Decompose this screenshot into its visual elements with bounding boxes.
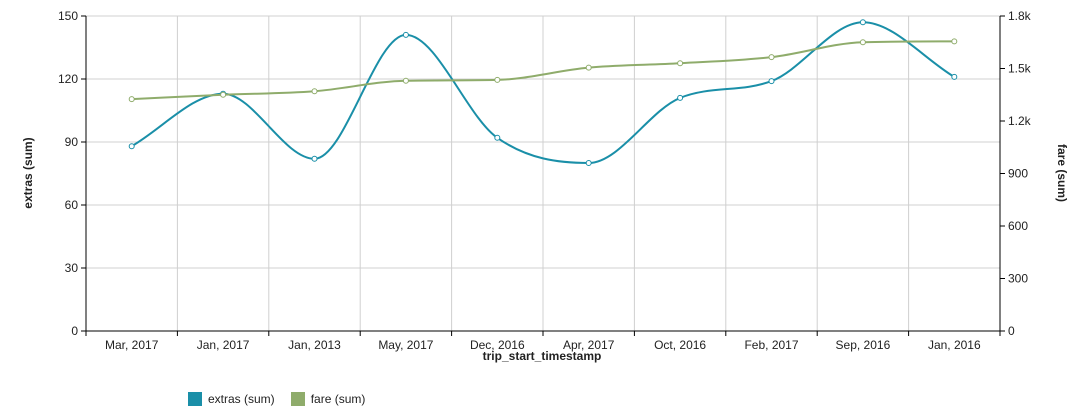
legend-swatch-fare	[290, 392, 305, 406]
y-right-tick-label: 300	[1008, 272, 1028, 286]
y-right-axis-title: fare (sum)	[1055, 144, 1069, 202]
x-tick-label: Jan, 2017	[197, 338, 250, 352]
legend: extras (sum) fare (sum)	[188, 392, 365, 406]
data-point-extras	[128, 143, 135, 150]
x-tick-label: Jan, 2013	[288, 338, 341, 352]
y-right-tick-label: 1.8k	[1008, 9, 1032, 23]
x-tick-label: Dec, 2016	[470, 338, 525, 352]
data-point-fare	[311, 88, 318, 95]
data-point-extras	[768, 78, 775, 85]
x-tick-label: Oct, 2016	[654, 338, 706, 352]
data-point-fare	[128, 96, 135, 103]
data-point-fare	[768, 54, 775, 61]
data-point-fare	[951, 38, 958, 45]
data-point-fare	[402, 77, 409, 84]
data-point-fare	[859, 39, 866, 46]
x-tick-label: Apr, 2017	[563, 338, 615, 352]
y-right-tick-label: 1.2k	[1008, 114, 1032, 128]
legend-swatch-extras	[188, 392, 202, 406]
data-point-extras	[311, 155, 318, 162]
series-layer	[128, 19, 958, 166]
y-left-tick-label: 120	[58, 72, 78, 86]
x-tick-label: Feb, 2017	[744, 338, 798, 352]
y-left-tick-label: 0	[71, 324, 78, 338]
x-axis-title: trip_start_timestamp	[483, 349, 602, 363]
y-left-tick-label: 90	[65, 135, 79, 149]
data-point-fare	[677, 60, 684, 67]
series-line-extras	[131, 21, 955, 165]
y-right-tick-label: 900	[1008, 167, 1028, 181]
grid	[86, 15, 1000, 331]
x-tick-label: May, 2017	[378, 338, 433, 352]
x-tick-label: Mar, 2017	[105, 338, 159, 352]
y-right-tick-label: 0	[1008, 324, 1015, 338]
y-left-tick-label: 30	[65, 261, 79, 275]
data-point-fare	[220, 91, 227, 98]
data-point-extras	[402, 31, 409, 38]
data-point-fare	[585, 64, 592, 71]
y-left-tick-label: 60	[65, 198, 79, 212]
series-line-fare	[131, 40, 955, 101]
y-right-tick-label: 1.5k	[1008, 62, 1032, 76]
data-point-extras	[677, 94, 684, 101]
legend-item-extras[interactable]: extras (sum)	[188, 392, 275, 406]
x-tick-label: Sep, 2016	[836, 338, 891, 352]
data-point-extras	[585, 160, 592, 166]
y-left-tick-label: 150	[58, 9, 78, 23]
y-right-tick-label: 600	[1008, 219, 1028, 233]
axes: 0 30 60 90 120 150 0 300 600 900 1.2k 1.5k 1.8k Mar, …	[58, 9, 1032, 352]
x-tick-label: Jan, 2016	[928, 338, 981, 352]
data-point-extras	[951, 73, 958, 80]
y-left-axis-title: extras (sum)	[21, 137, 35, 208]
chart-svg: 0 30 60 90 120 150 0 300 600 900 1.2k 1.5k 1.8k Mar, …	[21, 9, 1069, 363]
legend-label-extras: extras (sum)	[208, 392, 275, 406]
data-point-fare	[494, 76, 501, 83]
data-point-extras	[859, 19, 866, 26]
legend-label-fare: fare (sum)	[310, 392, 366, 406]
legend-item-fare[interactable]: fare (sum)	[290, 392, 366, 406]
data-point-extras	[494, 134, 501, 141]
